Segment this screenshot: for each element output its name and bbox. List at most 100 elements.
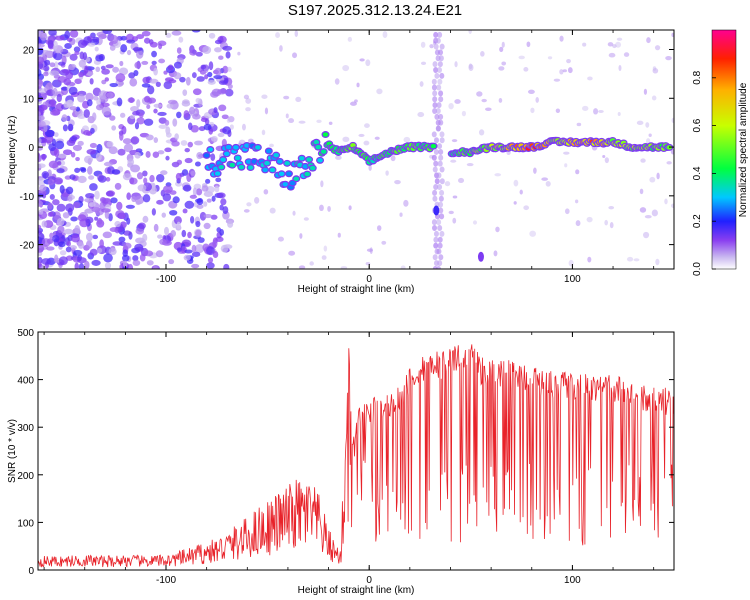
streak-blob — [435, 125, 441, 132]
streak-blob — [439, 131, 445, 138]
colorbar-tick-label: 0.8 — [692, 70, 703, 84]
streak-blob — [439, 137, 445, 144]
noise-blob — [52, 40, 58, 50]
noise-blob — [162, 185, 173, 194]
noise-blob — [69, 53, 78, 61]
noise-blob — [656, 172, 660, 180]
noise-blob — [173, 216, 182, 225]
noise-blob — [136, 34, 145, 40]
noise-blob — [75, 156, 80, 162]
noise-blob — [83, 109, 90, 118]
noise-blob — [171, 140, 180, 147]
noise-blob — [50, 110, 61, 116]
noise-blob — [41, 171, 49, 179]
noise-blob — [298, 120, 306, 124]
noise-blob — [97, 175, 107, 183]
noise-blob — [545, 181, 551, 187]
noise-blob — [84, 197, 94, 203]
noise-blob — [93, 95, 99, 101]
noise-blob — [283, 95, 290, 100]
noise-blob — [41, 220, 48, 228]
noise-blob — [94, 190, 100, 200]
noise-blob — [40, 50, 51, 55]
x-tick-label: -100 — [156, 274, 176, 285]
noise-blob — [563, 151, 570, 155]
noise-blob — [65, 81, 76, 87]
streak-blob — [439, 43, 445, 50]
noise-blob — [184, 200, 195, 209]
streak-blob — [436, 172, 442, 179]
noise-blob — [246, 202, 252, 207]
noise-blob — [134, 243, 144, 252]
noise-blob — [419, 81, 424, 87]
noise-blob — [38, 47, 44, 56]
noise-blob — [566, 59, 571, 64]
noise-blob — [214, 47, 222, 53]
noise-blob — [263, 189, 269, 195]
noise-blob — [134, 151, 141, 159]
noise-blob — [203, 123, 212, 131]
noise-blob — [206, 198, 212, 203]
noise-blob — [206, 246, 215, 256]
streak-blob — [432, 61, 438, 68]
streak-blob — [435, 107, 441, 114]
noise-blob — [165, 132, 172, 138]
noise-blob — [74, 225, 81, 234]
streak-blob — [432, 96, 438, 103]
noise-blob — [275, 32, 280, 39]
noise-blob — [87, 166, 93, 175]
noise-blob — [62, 149, 73, 156]
noise-blob — [38, 224, 42, 230]
colorbar-tick-label: 0.0 — [692, 262, 703, 276]
noise-blob — [147, 97, 157, 104]
noise-blob — [116, 201, 123, 211]
noise-blob — [94, 46, 99, 52]
noise-blob — [523, 205, 530, 211]
noise-blob — [85, 208, 92, 214]
noise-blob — [212, 250, 219, 258]
noise-blob — [38, 73, 45, 81]
ridge-core — [244, 143, 250, 148]
noise-blob — [77, 94, 86, 103]
noise-blob — [46, 246, 55, 251]
noise-blob — [183, 184, 192, 192]
noise-blob — [163, 81, 173, 90]
noise-blob — [213, 74, 223, 80]
noise-blob — [381, 240, 387, 245]
noise-blob — [118, 236, 126, 243]
noise-blob — [96, 143, 103, 153]
noise-blob — [92, 112, 97, 121]
noise-blob — [188, 122, 193, 131]
noise-blob — [59, 185, 65, 194]
noise-blob — [292, 52, 298, 59]
noise-blob — [187, 231, 192, 239]
streak-blob — [439, 189, 445, 196]
noise-blob — [226, 118, 231, 123]
ridge-core — [277, 159, 283, 164]
noise-blob — [626, 256, 634, 262]
streak-blob — [433, 184, 439, 191]
noise-blob — [664, 198, 668, 205]
noise-blob — [617, 111, 621, 116]
streak-blob — [435, 37, 441, 44]
noise-blob — [494, 173, 502, 177]
noise-blob — [164, 147, 172, 153]
colorbar-label: Normalized spectral amplitude — [738, 82, 749, 217]
noise-blob — [139, 253, 146, 262]
ridge-core — [266, 148, 272, 154]
noise-blob — [161, 212, 167, 218]
noise-blob — [101, 102, 110, 108]
noise-blob — [645, 122, 650, 128]
streak-blob — [433, 148, 439, 155]
noise-blob — [86, 71, 94, 76]
noise-blob — [129, 177, 138, 185]
noise-blob — [38, 146, 43, 151]
noise-blob — [420, 41, 426, 48]
noise-blob — [136, 99, 141, 108]
noise-blob — [126, 192, 132, 200]
y-tick-label: 100 — [17, 518, 34, 529]
streak-blob — [439, 213, 445, 220]
noise-blob — [553, 78, 561, 82]
noise-blob — [639, 207, 647, 213]
noise-blob — [56, 203, 66, 212]
